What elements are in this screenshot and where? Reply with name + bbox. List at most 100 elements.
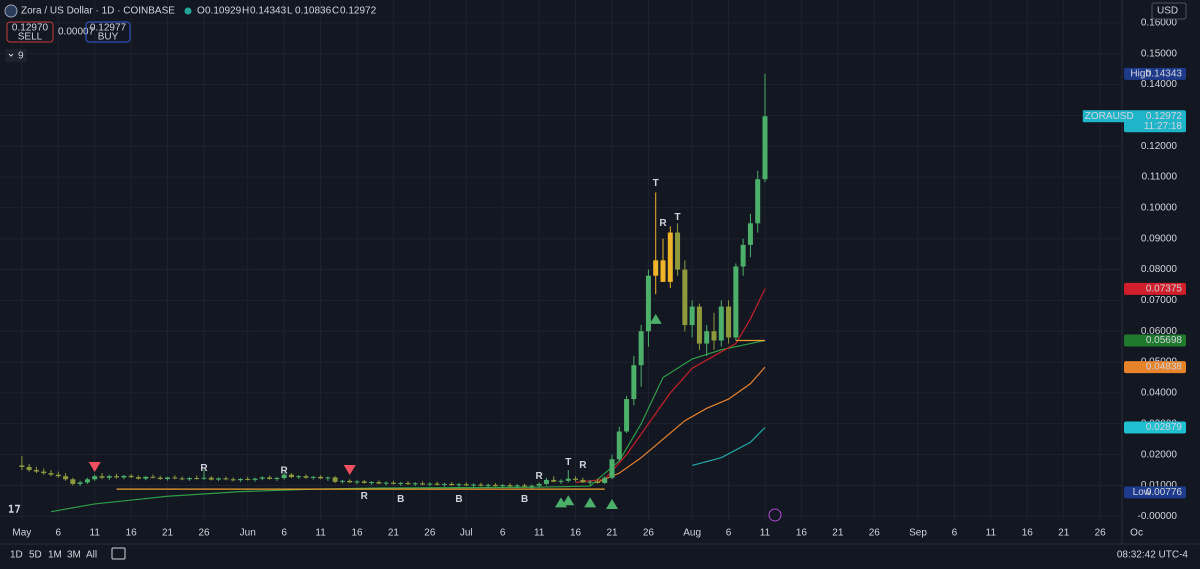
x-tick-label: 16	[796, 528, 808, 539]
candle-body	[711, 331, 717, 341]
y-tick-label: 0.07000	[1141, 295, 1178, 306]
x-tick-label: 6	[726, 528, 732, 539]
x-tick-label: May	[12, 528, 31, 539]
ohlc-label: L	[287, 6, 293, 17]
ohlc-value: 0.14343	[250, 6, 287, 17]
candle-body	[208, 477, 214, 480]
symbol-title: Zora / US Dollar · 1D · COINBASE	[21, 6, 175, 17]
currency: USD	[1157, 6, 1178, 17]
candle-body	[471, 484, 477, 486]
candle-body	[522, 485, 528, 487]
candle-body	[361, 481, 367, 483]
candle-body	[143, 476, 149, 479]
candle-body	[339, 480, 345, 482]
candle-body	[762, 116, 768, 180]
x-tick-label: 6	[56, 528, 62, 539]
candle-body	[624, 399, 630, 432]
candle-body	[106, 476, 112, 478]
candle-body	[500, 485, 506, 487]
date-range-icon[interactable]	[111, 547, 126, 560]
candle-body	[514, 485, 520, 487]
market-status	[184, 7, 192, 15]
candle-body	[325, 477, 331, 479]
indicator-line	[575, 288, 766, 483]
range-button[interactable]: 1D	[10, 550, 23, 561]
candle-body	[33, 470, 39, 472]
x-tick-label: 21	[388, 528, 400, 539]
x-tick-label: 26	[424, 528, 436, 539]
candle-body	[456, 484, 462, 486]
currency-select[interactable]	[1151, 2, 1187, 20]
candle-body	[274, 478, 280, 480]
candle-body	[186, 478, 192, 480]
x-tick-label: Aug	[683, 528, 701, 539]
x-tick-label: 11	[534, 528, 545, 539]
indicator-count: 9	[18, 51, 24, 62]
x-tick-label: 26	[1095, 528, 1107, 539]
candle-body	[478, 484, 484, 486]
candle-body	[245, 478, 251, 480]
price-badge	[1124, 421, 1186, 434]
candle-body	[609, 459, 615, 478]
signal-triangle	[606, 498, 618, 509]
range-button[interactable]: All	[86, 550, 97, 561]
indicator-toggle[interactable]	[5, 49, 27, 62]
sell-button[interactable]	[6, 21, 54, 43]
range-button[interactable]: 5D	[29, 550, 42, 561]
candle-body	[427, 483, 433, 485]
candle-body	[653, 260, 659, 276]
x-tick-label: 11	[90, 528, 101, 539]
candle-body	[747, 223, 753, 245]
x-tick-label: Jun	[240, 528, 256, 539]
toolbar: 1D 5D 1M 3M All	[10, 550, 97, 561]
candle-body	[682, 269, 688, 326]
candle-body	[84, 479, 90, 483]
x-tick-label: 16	[1022, 528, 1034, 539]
price-badge-name: Low	[1133, 487, 1152, 498]
ohlc-label: C	[332, 6, 339, 17]
candle-body	[529, 485, 535, 487]
y-tick-label: 0.14000	[1141, 79, 1178, 90]
candle-body	[179, 478, 185, 480]
y-tick-label: 0.01000	[1141, 480, 1178, 491]
price-badge-name: High	[1130, 69, 1151, 80]
price-badge	[1124, 486, 1186, 499]
candle-body	[645, 275, 651, 332]
price-badge	[1124, 110, 1186, 133]
buy-button[interactable]	[85, 21, 131, 43]
candle-body	[543, 479, 549, 484]
x-tick-label: 16	[570, 528, 582, 539]
x-tick-label: 6	[952, 528, 958, 539]
candle-body	[223, 478, 229, 480]
sell-price: 0.12970	[12, 23, 49, 34]
y-tick-label: 0.11000	[1142, 172, 1178, 183]
clock: 08:32:42 UTC-4	[1117, 550, 1189, 561]
range-button[interactable]: 1M	[48, 550, 62, 561]
y-tick-label: 0.16000	[1141, 17, 1178, 28]
price-badge-name-bg	[1082, 110, 1128, 123]
x-tick-label: 6	[281, 528, 287, 539]
candle-body	[507, 485, 513, 487]
candle-body	[376, 482, 382, 484]
y-tick-label: 0.06000	[1141, 326, 1178, 337]
candle-body	[172, 477, 178, 479]
y-tick-label: 0.10000	[1141, 203, 1178, 214]
signal-letter: R	[579, 460, 587, 471]
candle-body	[230, 479, 236, 481]
x-tick-label: 26	[198, 528, 210, 539]
range-button[interactable]: 3M	[67, 550, 81, 561]
candle-body	[602, 477, 608, 483]
candle-body	[303, 476, 309, 478]
price-badge-value: 0.07375	[1146, 283, 1183, 294]
candle-body	[551, 479, 557, 482]
price-badge-value: 0.14343	[1146, 69, 1183, 80]
candle-body	[92, 476, 98, 480]
price-badge-time: 11:27:18	[1144, 121, 1183, 132]
x-tick-label: 21	[606, 528, 618, 539]
candle-body	[492, 484, 498, 487]
event-icon[interactable]	[768, 508, 782, 522]
candle-body	[77, 482, 83, 484]
signal-letter: T	[653, 178, 659, 189]
candle-body	[237, 478, 243, 481]
